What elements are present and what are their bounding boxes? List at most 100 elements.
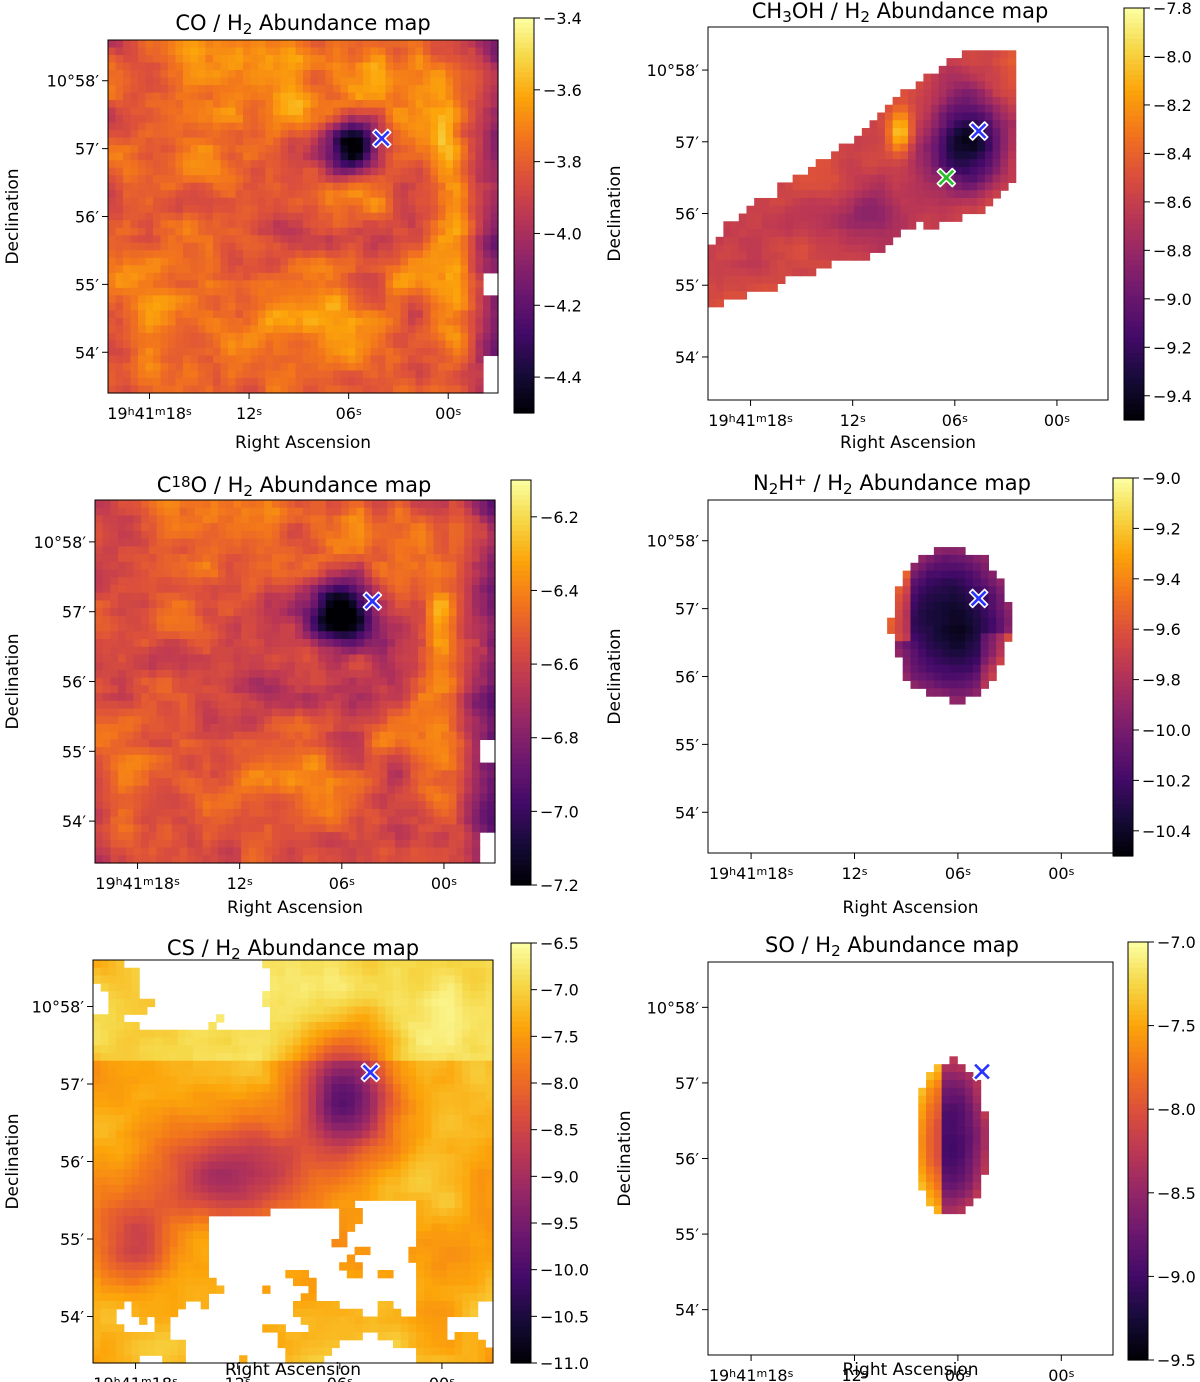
heatmap-cell <box>145 92 154 101</box>
heatmap-cell <box>295 220 304 229</box>
heatmap-cell <box>884 197 894 207</box>
heatmap-cell <box>393 167 402 176</box>
heatmap-cell <box>210 646 219 656</box>
heatmap-cell <box>248 523 258 532</box>
heatmap-cell <box>483 242 492 251</box>
heatmap-cell <box>295 115 304 124</box>
heatmap-cell <box>325 77 334 86</box>
heatmap-cell <box>460 257 469 266</box>
heatmap-cell <box>175 370 184 379</box>
heatmap-cell <box>460 182 469 191</box>
heatmap-cell <box>148 631 158 640</box>
heatmap-cell <box>138 160 147 169</box>
heatmap-cell <box>248 530 258 540</box>
heatmap-cell <box>187 731 196 741</box>
x-tick-label: 06s <box>336 404 362 423</box>
heatmap-cell <box>187 615 196 625</box>
heatmap-cell <box>310 295 319 304</box>
heatmap-cell <box>325 623 335 632</box>
heatmap-cell <box>471 561 481 571</box>
heatmap-cell <box>233 669 242 679</box>
heatmap-cell <box>348 122 357 131</box>
heatmap-cell <box>130 332 139 342</box>
heatmap-cell <box>156 700 165 710</box>
heatmap-cell <box>115 122 124 131</box>
heatmap-cell <box>171 615 181 625</box>
heatmap-cell <box>175 40 184 49</box>
heatmap-cell <box>264 538 273 547</box>
heatmap-cell <box>418 731 427 741</box>
heatmap-cell <box>175 115 184 124</box>
heatmap-cell <box>115 107 124 116</box>
heatmap-cell <box>164 584 173 594</box>
heatmap-cell <box>385 167 394 176</box>
heatmap-cell <box>318 70 327 79</box>
heatmap-cell <box>456 615 465 625</box>
heatmap-cell <box>861 174 871 184</box>
heatmap-cell <box>310 385 319 394</box>
heatmap-cell <box>333 554 342 563</box>
colorbar-segment <box>1124 399 1144 406</box>
heatmap-cell <box>130 325 139 334</box>
heatmap-cell <box>408 92 417 101</box>
heatmap-cells <box>108 40 499 394</box>
colorbar-segment <box>1124 296 1144 303</box>
heatmap-cell <box>460 370 469 379</box>
heatmap-cell <box>213 287 222 296</box>
heatmap-cell <box>400 160 409 169</box>
heatmap-cell <box>243 92 252 101</box>
heatmap-cell <box>854 236 863 246</box>
heatmap-cell <box>225 639 235 648</box>
heatmap-cell <box>471 615 481 625</box>
heatmap-cell <box>364 716 373 725</box>
heatmap-cell <box>423 62 432 71</box>
heatmap-cell <box>441 615 450 625</box>
heatmap-cell <box>205 62 214 71</box>
heatmap-cell <box>102 507 111 517</box>
heatmap-cell <box>715 244 724 253</box>
heatmap-cell <box>387 523 396 532</box>
heatmap-cell <box>915 143 924 152</box>
heatmap-cell <box>341 716 350 725</box>
heatmap-cell <box>340 302 349 311</box>
heatmap-cell <box>800 190 809 199</box>
heatmap-cell <box>248 669 258 679</box>
heatmap-cell <box>102 592 111 601</box>
heatmap-cell <box>133 600 142 609</box>
heatmap-cell <box>333 708 342 717</box>
heatmap-cell <box>355 332 364 342</box>
heatmap-cell <box>984 143 994 152</box>
heatmap-cell <box>179 507 188 517</box>
heatmap-cell <box>425 554 435 563</box>
heatmap-cell <box>884 104 894 114</box>
heatmap-cell <box>393 145 402 154</box>
colorbar-segment <box>1124 18 1144 25</box>
heatmap-cell <box>243 130 252 139</box>
heatmap-cell <box>838 197 848 207</box>
heatmap-cell <box>483 167 492 176</box>
heatmap-cell <box>220 302 229 311</box>
heatmap-cell <box>869 151 878 160</box>
heatmap-cell <box>168 362 177 372</box>
heatmap-cell <box>295 507 304 517</box>
heatmap-cell <box>490 242 499 251</box>
heatmap-cell <box>303 347 312 357</box>
heatmap-cell <box>838 236 848 246</box>
heatmap-cell <box>378 182 387 191</box>
heatmap-cell <box>225 739 235 748</box>
heatmap-cell <box>475 212 484 221</box>
colorbar-segment <box>1124 105 1144 112</box>
heatmap-cell <box>265 325 274 334</box>
heatmap-cell <box>288 62 297 71</box>
heatmap-cell <box>108 152 117 161</box>
colorbar-segment <box>514 255 534 261</box>
heatmap-cell <box>228 160 237 169</box>
heatmap-cell <box>438 62 447 71</box>
heatmap-cell <box>333 77 342 86</box>
heatmap-cell <box>908 197 917 207</box>
heatmap-cell <box>318 280 327 289</box>
heatmap-cell <box>441 639 450 648</box>
heatmap-cell <box>438 317 447 326</box>
heatmap-cell <box>954 58 963 67</box>
heatmap-cell <box>402 693 411 702</box>
